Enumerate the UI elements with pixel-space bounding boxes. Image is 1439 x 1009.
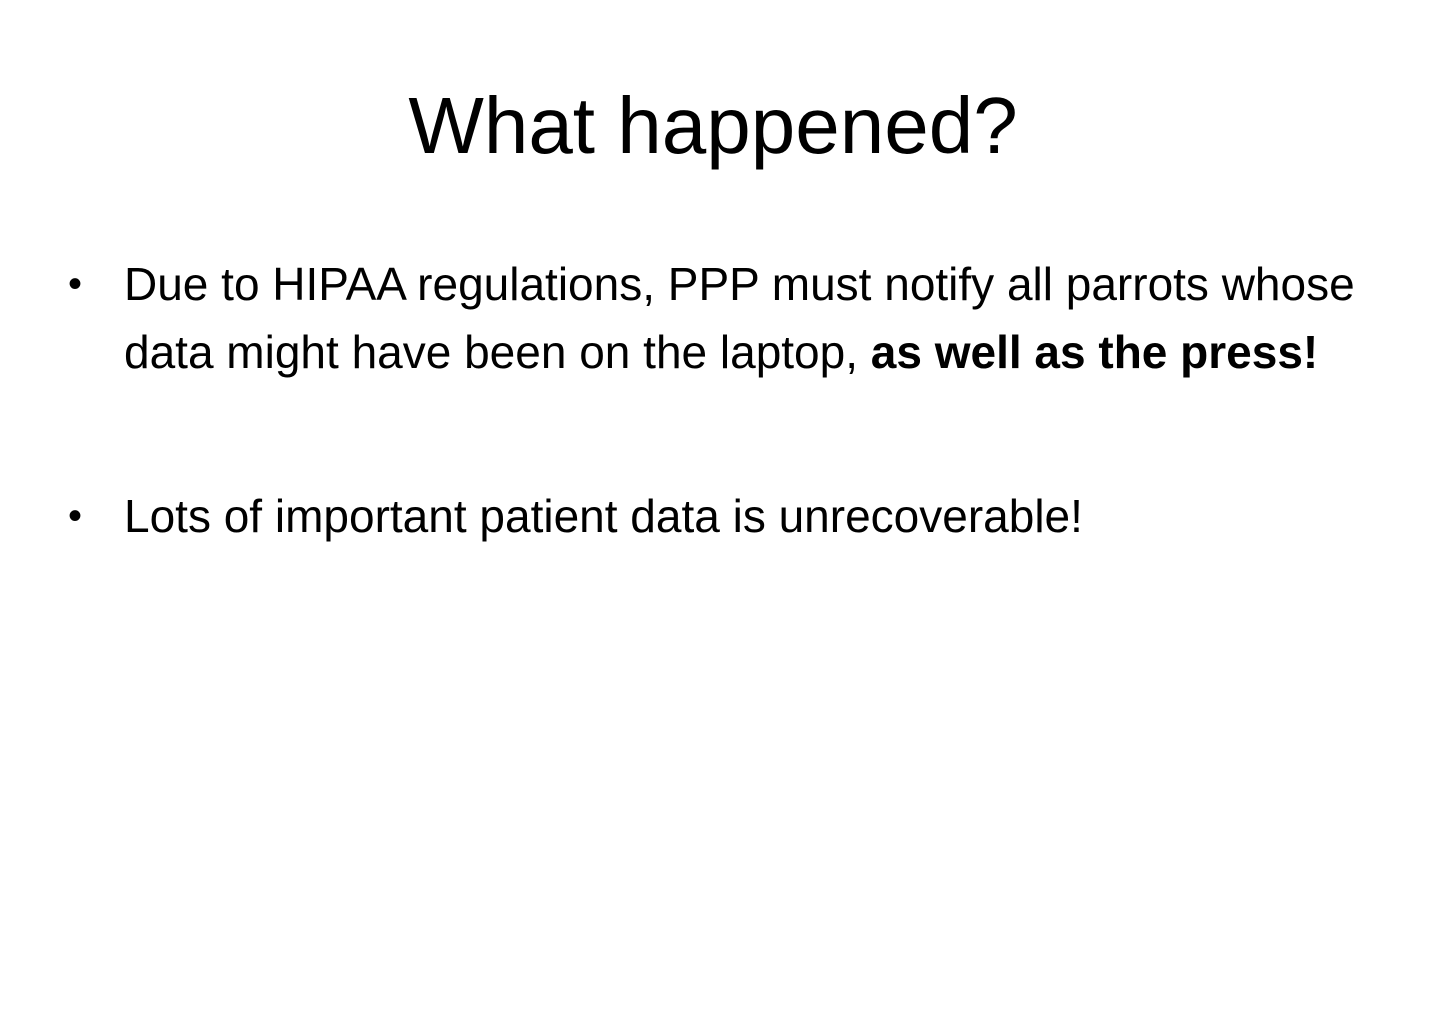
bullet-list: • Due to HIPAA regulations, PPP must not… [68,250,1394,550]
bullet-text: Due to HIPAA regulations, PPP must notif… [124,258,1355,378]
bullet-item-data-loss: • Lots of important patient data is unre… [68,482,1394,550]
bullet-dot-icon: • [68,494,83,538]
bullet-item-hipaa: • Due to HIPAA regulations, PPP must not… [68,250,1394,386]
slide-title: What happened? [408,81,1018,170]
bullet-text: Lots of important patient data is unreco… [124,490,1083,542]
bullet-dot-icon: • [68,262,83,306]
bullet-emphasis: as well as the press! [870,326,1319,378]
